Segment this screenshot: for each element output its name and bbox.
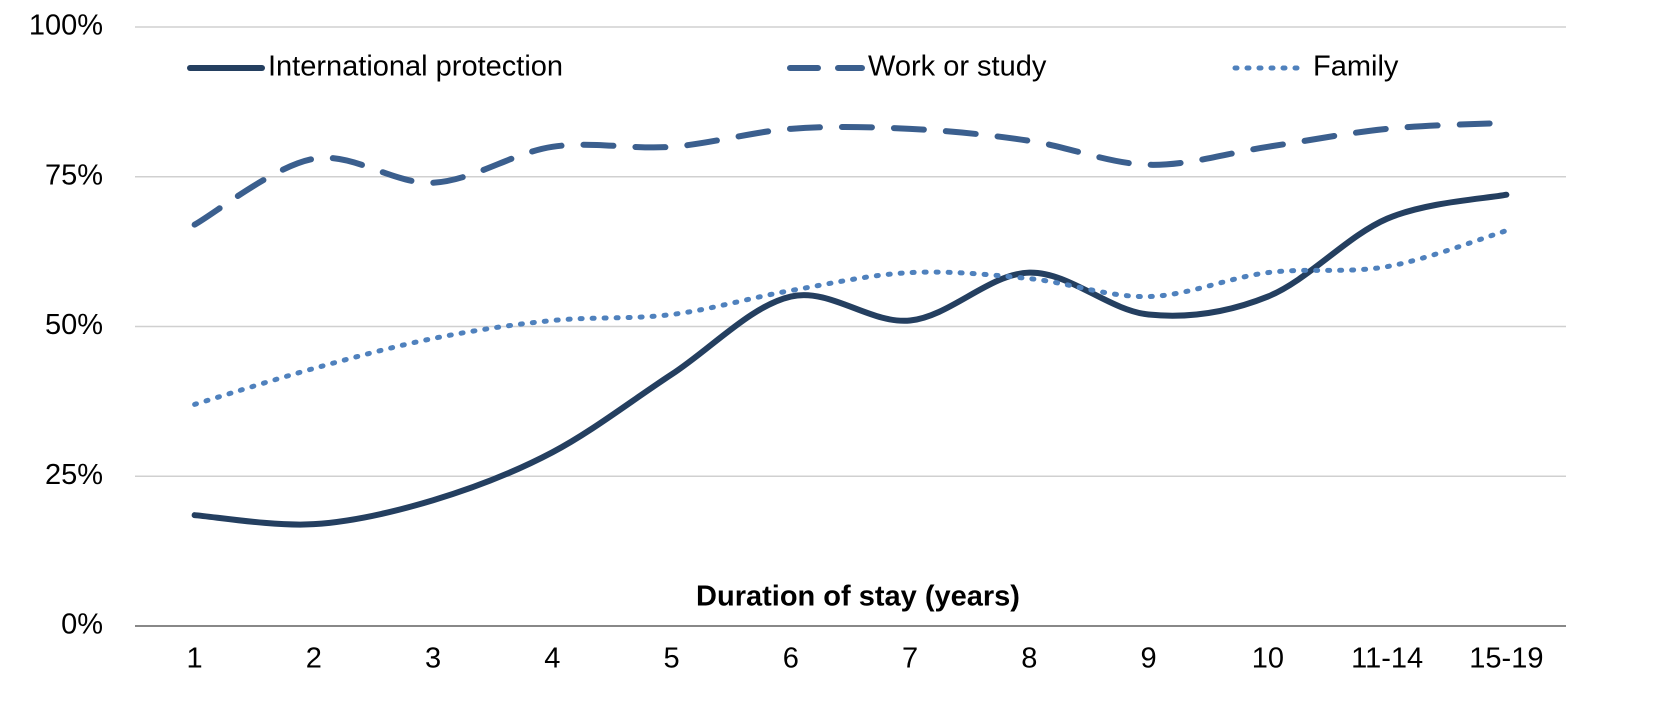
- legend-label: International protection: [268, 51, 563, 83]
- x-tick-label: 4: [544, 643, 560, 675]
- series-line: [191, 119, 1510, 228]
- x-tick-label: 7: [902, 643, 918, 675]
- x-tick-label: 8: [1021, 643, 1037, 675]
- series-line: [191, 191, 1510, 528]
- x-tick-label: 10: [1252, 643, 1284, 675]
- x-tick-label: 3: [425, 643, 441, 675]
- y-tick-label: 0%: [61, 609, 103, 641]
- x-tick-label: 11-14: [1351, 643, 1423, 675]
- y-tick-label: 50%: [45, 309, 103, 341]
- y-tick-label: 25%: [45, 459, 103, 491]
- y-tick-label: 100%: [29, 10, 103, 42]
- x-tick-label: 15-19: [1469, 643, 1543, 675]
- series-line: [192, 228, 1509, 407]
- legend-label: Work or study: [868, 51, 1047, 83]
- x-tick-label: 5: [664, 643, 680, 675]
- x-tick-label: 9: [1141, 643, 1157, 675]
- y-tick-label: 75%: [45, 159, 103, 191]
- x-tick-label: 6: [783, 643, 799, 675]
- x-axis-title: Duration of stay (years): [696, 581, 1020, 613]
- x-tick-label: 2: [306, 643, 322, 675]
- legend-label: Family: [1313, 51, 1399, 83]
- x-tick-label: 1: [187, 643, 203, 675]
